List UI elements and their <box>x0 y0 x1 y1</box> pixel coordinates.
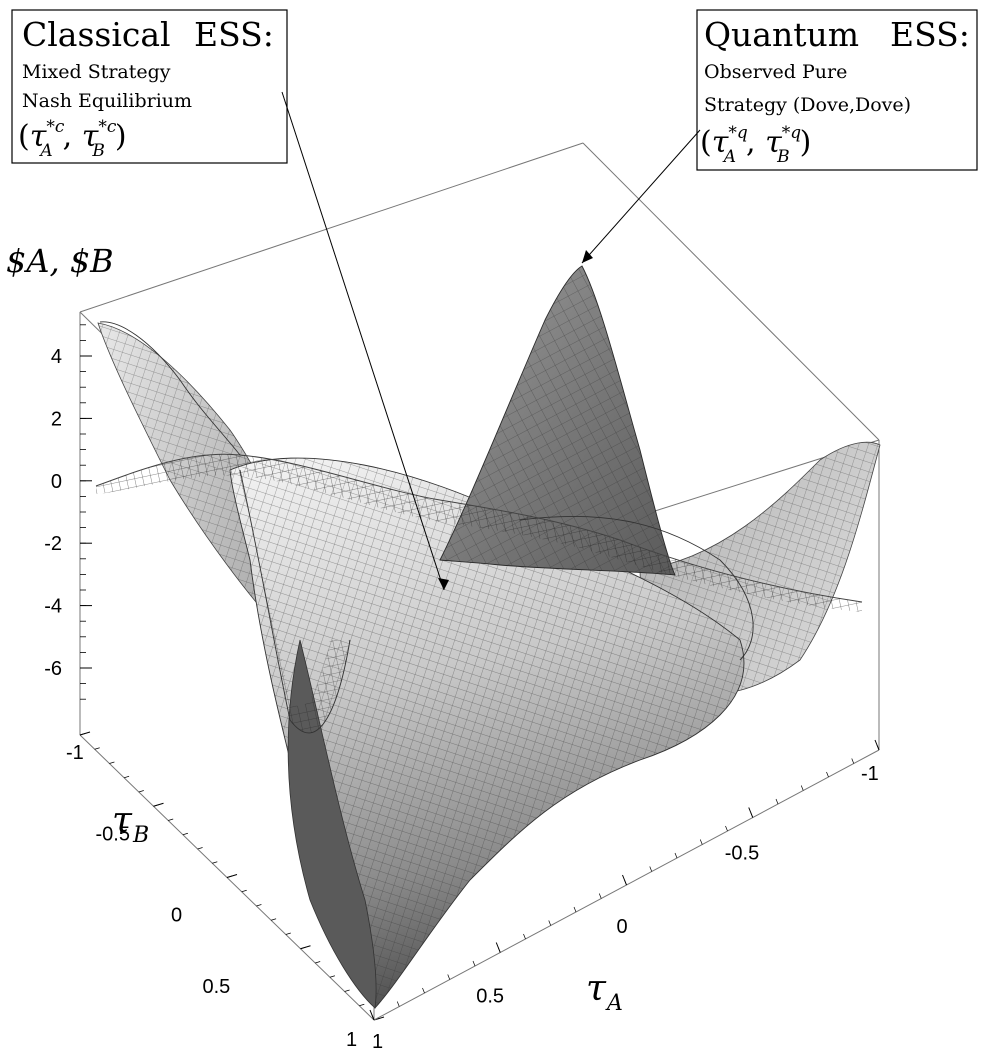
tauA-axis: -1 -0.5 0 0.5 1 <box>369 739 880 1050</box>
tauA-minor-tick <box>826 771 829 778</box>
tauB-minor-tick <box>270 918 277 921</box>
quantum-heading-left: Quantum <box>704 15 859 54</box>
classical-line2: Nash Equilibrium <box>22 90 192 112</box>
z-tick-label: 4 <box>51 346 62 368</box>
tauA-minor-tick <box>523 933 526 940</box>
tauA-minor-tick <box>649 866 653 872</box>
z-axis-title: $A, $B <box>6 242 114 280</box>
svg-text:τ: τ <box>586 968 607 1009</box>
tauA-minor-tick <box>876 744 880 751</box>
z-tick-label: -2 <box>44 533 62 555</box>
surface-wireframe <box>95 321 863 734</box>
tauB-minor-tick <box>123 775 130 779</box>
tauB-minor-tick <box>197 847 203 850</box>
tauB-minor-tick <box>241 889 247 893</box>
tauB-minor-tick <box>300 946 306 950</box>
tauA-minor-tick <box>573 906 577 913</box>
svg-text:B: B <box>132 823 149 848</box>
tauA-minor-tick <box>598 893 602 899</box>
tauA-minor-tick <box>624 879 627 886</box>
annotation-quantum-ess: Quantum ESS: Observed Pure Strategy (Dov… <box>581 9 978 264</box>
quantum-line2: Strategy (Dove,Dove) <box>704 94 911 116</box>
tauB-minor-tick <box>94 747 100 750</box>
tauB-minor-tick <box>359 1003 365 1007</box>
tauB-axis: -1 -0.5 0 0.5 1 <box>66 731 385 1050</box>
tauA-minor-tick <box>422 987 425 994</box>
tauB-minor-tick <box>329 975 336 978</box>
tauB-minor-tick <box>168 818 174 821</box>
tauA-tick-label: -1 <box>861 763 879 785</box>
tauB-tick-label: -1 <box>66 742 84 764</box>
tauB-tick-label: -0.5 <box>96 823 130 845</box>
tauA-tick-label: 0.5 <box>476 986 504 1008</box>
tauA-minor-tick <box>725 825 728 832</box>
quantum-line1: Observed Pure <box>704 61 847 83</box>
tauB-minor-tick <box>153 804 159 807</box>
tauB-minor-tick <box>256 904 262 907</box>
tauA-tick-label: 1 <box>372 1031 383 1050</box>
svg-text:A: A <box>605 991 623 1016</box>
tauB-minor-tick <box>212 861 218 864</box>
tauA-minor-tick <box>851 758 855 764</box>
tauA-minor-tick <box>447 974 451 980</box>
tauA-minor-tick <box>775 798 779 805</box>
tauA-minor-tick <box>472 960 476 967</box>
annotation-classical-ess: Classical ESS: Mixed Strategy Nash Equil… <box>11 9 449 591</box>
tauB-axis-title: τ B <box>112 800 149 848</box>
classical-heading-right: ESS: <box>194 15 274 54</box>
z-tick-label: 2 <box>51 408 62 430</box>
tauB-minor-tick <box>315 961 321 964</box>
classical-line1: Mixed Strategy <box>22 61 171 83</box>
z-tick-label: -6 <box>44 658 62 680</box>
z-axis: 4 2 0 -2 -4 -6 <box>44 324 92 700</box>
tauA-axis-title: τ A <box>586 968 623 1016</box>
surface-shaded <box>97 265 881 1009</box>
tauB-tick-label: 1 <box>346 1029 357 1050</box>
tauA-minor-tick <box>750 812 754 818</box>
classical-heading-left: Classical <box>22 15 171 54</box>
classical-math: (τ*c A, τ*c B) <box>18 117 127 161</box>
tauA-minor-tick <box>674 852 678 859</box>
svg-text:τ: τ <box>112 800 133 841</box>
tauA-minor-tick <box>497 947 501 953</box>
tauB-tick-label: 0 <box>171 905 182 927</box>
tauA-minor-tick <box>548 920 552 926</box>
tauB-minor-tick <box>285 932 291 935</box>
tauA-minor-tick <box>396 1001 400 1007</box>
tauB-minor-tick <box>138 790 144 793</box>
tauA-minor-tick <box>699 839 703 845</box>
tauA-minor-tick <box>800 785 804 791</box>
tauB-minor-tick <box>182 832 189 836</box>
quantum-heading-right: ESS: <box>890 15 970 54</box>
tauA-tick-label: 0 <box>617 916 628 938</box>
tauB-minor-tick <box>109 761 115 764</box>
tauB-minor-tick <box>226 875 233 878</box>
z-tick-label: -4 <box>44 596 62 618</box>
z-tick-label: 0 <box>51 471 62 493</box>
tauA-tick-label: -0.5 <box>725 843 759 865</box>
tauA-minor-tick <box>371 1014 375 1021</box>
tauB-minor-tick <box>79 733 86 736</box>
quantum-math: (τ*q A, τ*q B) <box>700 123 811 167</box>
tauB-minor-tick <box>344 989 350 992</box>
tauB-tick-label: 0.5 <box>203 976 231 998</box>
